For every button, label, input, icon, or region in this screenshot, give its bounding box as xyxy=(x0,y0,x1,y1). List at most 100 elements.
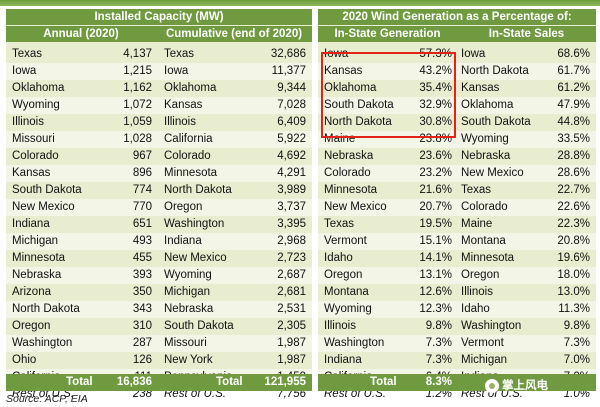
generation-state: Kansas xyxy=(324,65,363,77)
generation-value: 7.3% xyxy=(425,337,452,349)
annual-state: Arizona xyxy=(12,286,51,298)
annual-state: Illinois xyxy=(12,116,44,128)
sales-value: 33.5% xyxy=(557,133,590,145)
annual-state: South Dakota xyxy=(12,184,82,196)
annual-state: Kansas xyxy=(12,167,51,179)
annual-state: North Dakota xyxy=(12,303,80,315)
sales-state: Vermont xyxy=(461,337,504,349)
sales-state: Montana xyxy=(461,235,506,247)
generation-state: South Dakota xyxy=(324,99,394,111)
sales-value: 68.6% xyxy=(557,48,590,60)
cumulative-value: 7,028 xyxy=(277,99,306,111)
generation-value: 12.6% xyxy=(419,286,452,298)
annual-value: 1,162 xyxy=(123,82,152,94)
generation-state: Washington xyxy=(324,337,385,349)
table-row: Kansas 896 Minnesota 4,291 xyxy=(6,165,312,182)
table-row: Idaho 14.1% Minnesota 19.6% xyxy=(318,250,596,267)
sales-value: 22.6% xyxy=(557,201,590,213)
generation-total-value: 8.3% xyxy=(425,376,452,388)
annual-state: Oregon xyxy=(12,320,51,332)
sales-value: 18.0% xyxy=(557,269,590,281)
table-row: Illinois 1,059 Illinois 6,409 xyxy=(6,114,312,131)
table-row: Arizona 350 Michigan 2,681 xyxy=(6,284,312,301)
cumulative-state: Nebraska xyxy=(164,303,214,315)
sales-value: 7.3% xyxy=(563,337,590,349)
cumulative-value: 3,737 xyxy=(277,201,306,213)
table-row: Kansas 43.2% North Dakota 61.7% xyxy=(318,63,596,80)
cumulative-value: 4,692 xyxy=(277,150,306,162)
table-row: Colorado 23.2% New Mexico 28.6% xyxy=(318,165,596,182)
cumulative-value: 9,344 xyxy=(277,82,306,94)
in-state-sales-header: In-State Sales xyxy=(488,28,565,40)
annual-total-value: 16,836 xyxy=(116,376,152,388)
annual-state: Nebraska xyxy=(12,269,62,281)
table-row: New Mexico 770 Oregon 3,737 xyxy=(6,199,312,216)
generation-value: 12.3% xyxy=(419,303,452,315)
table-row: South Dakota 32.9% Oklahoma 47.9% xyxy=(318,97,596,114)
generation-value: 21.6% xyxy=(419,184,452,196)
watermark-text: 掌上风电 xyxy=(502,380,548,392)
cumulative-value: 2,305 xyxy=(277,320,306,332)
annual-value: 1,028 xyxy=(123,133,152,145)
table-row: Minnesota 21.6% Texas 22.7% xyxy=(318,182,596,199)
table-row: Missouri 1,028 California 5,922 xyxy=(6,131,312,148)
table-row: Colorado 967 Colorado 4,692 xyxy=(6,148,312,165)
annual-value: 287 xyxy=(132,337,152,349)
wind-generation-total-row: Total 8.3% xyxy=(318,374,596,391)
annual-total-label: Total xyxy=(66,376,93,388)
wind-generation-subheader: In-State Generation In-State Sales xyxy=(318,26,596,42)
table-row: South Dakota 774 North Dakota 3,989 xyxy=(6,182,312,199)
sales-value: 13.0% xyxy=(557,286,590,298)
annual-value: 774 xyxy=(132,184,152,196)
cumulative-state: Oklahoma xyxy=(164,82,217,94)
annual-state: Rest of U.S. xyxy=(12,388,74,400)
cumulative-state: Oregon xyxy=(164,201,203,213)
cumulative-state: New York xyxy=(164,354,213,366)
table-row: Washington 287 Missouri 1,987 xyxy=(6,335,312,352)
cumulative-state: Washington xyxy=(164,218,225,230)
generation-state: Iowa xyxy=(324,48,349,60)
sales-value: 20.8% xyxy=(557,235,590,247)
cumulative-total-label: Total xyxy=(216,376,243,388)
generation-state: Oregon xyxy=(324,269,363,281)
generation-value: 30.8% xyxy=(419,116,452,128)
table-row: Ohio 126 New York 1,987 xyxy=(6,352,312,369)
table-row: Oklahoma 35.4% Kansas 61.2% xyxy=(318,80,596,97)
annual-value: 310 xyxy=(132,320,152,332)
wechat-logo-icon xyxy=(485,378,499,393)
generation-value: 35.4% xyxy=(419,82,452,94)
sales-state: Illinois xyxy=(461,286,493,298)
annual-state: Michigan xyxy=(12,235,59,247)
sales-state: Minnesota xyxy=(461,252,515,264)
cumulative-value: 3,395 xyxy=(277,218,306,230)
installed-capacity-title: Installed Capacity (MW) xyxy=(6,9,312,25)
generation-value: 9.8% xyxy=(425,320,452,332)
sales-value: 44.8% xyxy=(557,116,590,128)
annual-value: 350 xyxy=(132,286,152,298)
sales-value: 22.3% xyxy=(557,218,590,230)
cumulative-total-value: 121,955 xyxy=(264,376,306,388)
cumulative-value: 32,686 xyxy=(270,48,306,60)
cumulative-value: 4,291 xyxy=(277,167,306,179)
sales-value: 28.8% xyxy=(557,150,590,162)
annual-value: 126 xyxy=(132,354,152,366)
sales-state: Kansas xyxy=(461,82,500,94)
sales-state: Wyoming xyxy=(461,133,509,145)
cumulative-column-header: Cumulative (end of 2020) xyxy=(165,28,303,40)
generation-value: 14.1% xyxy=(419,252,452,264)
generation-state: Maine xyxy=(324,133,356,145)
generation-value: 1.2% xyxy=(425,388,452,400)
sales-value: 61.7% xyxy=(557,65,590,77)
annual-value: 896 xyxy=(132,167,152,179)
annual-value: 343 xyxy=(132,303,152,315)
cumulative-state: Colorado xyxy=(164,150,211,162)
sales-value: 7.0% xyxy=(563,354,590,366)
top-banner-strip xyxy=(0,0,600,6)
table-row: Wyoming 1,072 Kansas 7,028 xyxy=(6,97,312,114)
generation-state: Vermont xyxy=(324,235,367,247)
generation-state: North Dakota xyxy=(324,116,392,128)
installed-capacity-rows: Texas 4,137 Texas 32,686 Iowa 1,215 Iowa 11,377… xyxy=(6,46,312,403)
sales-value: 28.6% xyxy=(557,167,590,179)
wind-generation-panel: 2020 Wind Generation as a Percentage of:… xyxy=(318,9,596,400)
source-note: Source: ACP, EIA xyxy=(6,393,88,405)
